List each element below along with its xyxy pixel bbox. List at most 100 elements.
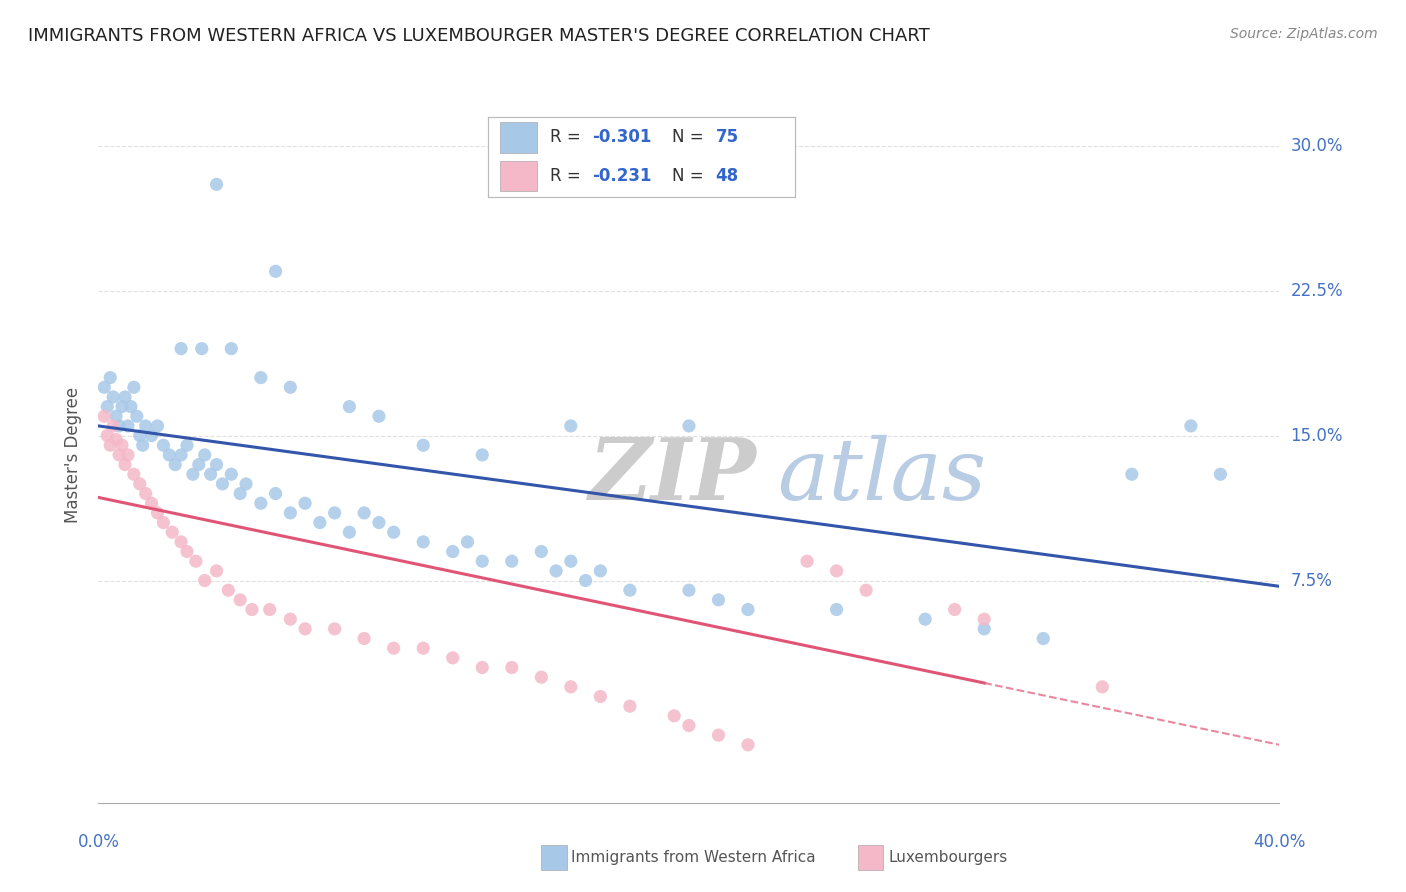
Point: [250, 370, 273, 384]
Point: [280, 380, 302, 394]
Point: [176, 438, 198, 452]
Point: [368, 516, 391, 530]
Point: [176, 544, 198, 558]
Point: [217, 583, 239, 598]
Point: [221, 467, 243, 482]
Point: [170, 448, 193, 462]
Point: [589, 564, 612, 578]
Point: [1209, 467, 1232, 482]
Point: [280, 612, 302, 626]
Point: [309, 516, 332, 530]
Text: IMMIGRANTS FROM WESTERN AFRICA VS LUXEMBOURGER MASTER'S DEGREE CORRELATION CHART: IMMIGRANTS FROM WESTERN AFRICA VS LUXEMB…: [28, 27, 929, 45]
Point: [560, 554, 582, 568]
Point: [200, 467, 222, 482]
Point: [382, 525, 405, 540]
Point: [105, 433, 128, 447]
Point: [235, 476, 257, 491]
Text: atlas: atlas: [778, 434, 987, 517]
Point: [114, 458, 136, 472]
Point: [152, 438, 174, 452]
Text: 15.0%: 15.0%: [1291, 426, 1343, 444]
Point: [678, 583, 700, 598]
Point: [103, 418, 125, 433]
Point: [221, 342, 243, 356]
Point: [471, 660, 494, 674]
Point: [973, 622, 995, 636]
Y-axis label: Master's Degree: Master's Degree: [65, 387, 83, 523]
Point: [93, 380, 115, 394]
Point: [353, 506, 375, 520]
Point: [111, 400, 134, 414]
Point: [855, 583, 877, 598]
Point: [98, 370, 121, 384]
Point: [187, 458, 209, 472]
Point: [132, 438, 155, 452]
Point: [157, 448, 180, 462]
Point: [264, 264, 287, 278]
Point: [501, 554, 523, 568]
Point: [294, 496, 316, 510]
Text: 0.0%: 0.0%: [77, 833, 120, 851]
Point: [141, 496, 163, 510]
Point: [664, 708, 686, 723]
Text: 30.0%: 30.0%: [1291, 136, 1343, 154]
Point: [294, 622, 316, 636]
Point: [162, 525, 183, 540]
Point: [108, 418, 131, 433]
Point: [914, 612, 936, 626]
Point: [184, 554, 207, 568]
Point: [205, 458, 228, 472]
Point: [382, 641, 405, 656]
Point: [205, 564, 228, 578]
Point: [108, 448, 131, 462]
Point: [141, 428, 163, 442]
Text: Source: ZipAtlas.com: Source: ZipAtlas.com: [1230, 27, 1378, 41]
Point: [128, 476, 150, 491]
Point: [1032, 632, 1054, 646]
Point: [707, 592, 730, 607]
Point: [441, 651, 464, 665]
Point: [619, 583, 641, 598]
Text: Immigrants from Western Africa: Immigrants from Western Africa: [571, 850, 815, 864]
Point: [98, 438, 121, 452]
Text: 22.5%: 22.5%: [1291, 282, 1343, 300]
Point: [250, 496, 273, 510]
Point: [501, 660, 523, 674]
Point: [105, 409, 128, 424]
Text: Luxembourgers: Luxembourgers: [889, 850, 1008, 864]
Point: [737, 602, 759, 616]
Point: [194, 574, 217, 588]
Point: [1121, 467, 1143, 482]
Point: [471, 554, 494, 568]
Point: [575, 574, 598, 588]
Text: 7.5%: 7.5%: [1291, 572, 1333, 590]
Point: [546, 564, 568, 578]
Point: [339, 525, 361, 540]
Point: [122, 467, 145, 482]
Point: [114, 390, 136, 404]
Point: [412, 438, 434, 452]
Point: [128, 428, 150, 442]
Point: [323, 506, 346, 520]
Point: [229, 486, 252, 500]
Point: [211, 476, 233, 491]
Point: [103, 390, 125, 404]
Point: [943, 602, 966, 616]
Point: [412, 534, 434, 549]
Point: [194, 448, 217, 462]
Point: [264, 486, 287, 500]
Point: [96, 428, 118, 442]
Point: [240, 602, 263, 616]
Point: [170, 534, 193, 549]
Point: [737, 738, 759, 752]
Point: [135, 418, 157, 433]
Point: [1180, 418, 1202, 433]
Point: [796, 554, 818, 568]
Point: [1091, 680, 1114, 694]
Point: [825, 564, 848, 578]
Point: [125, 409, 148, 424]
Point: [530, 670, 553, 684]
Point: [825, 602, 848, 616]
Point: [457, 534, 479, 549]
Point: [368, 409, 391, 424]
